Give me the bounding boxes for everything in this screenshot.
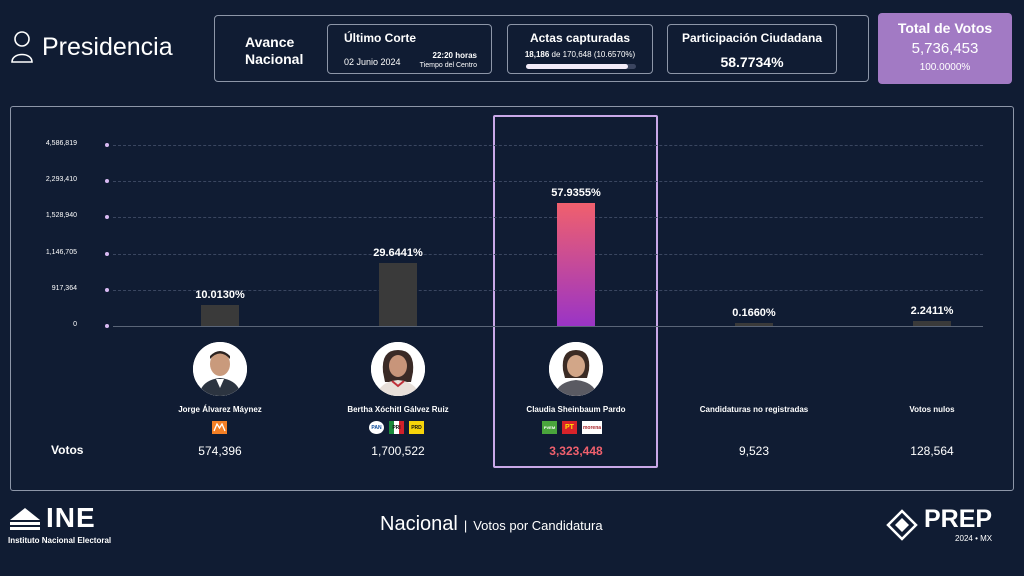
pvem-logo: PVEM <box>542 421 557 434</box>
candidate-votes: 574,396 <box>198 444 242 458</box>
candidate-name: Candidaturas no registradas <box>699 405 809 414</box>
footer-description: Votos por Candidatura <box>473 518 603 533</box>
participacion-value: 58.7734% <box>720 54 784 70</box>
page-header: Presidencia <box>10 30 173 64</box>
stats-bar: Avance Nacional Último Corte 02 Junio 20… <box>214 15 869 82</box>
y-tick-dot <box>105 143 109 147</box>
total-votos-value: 5,736,453 <box>911 40 979 57</box>
x-axis-baseline <box>113 326 983 327</box>
participacion-title: Participación Ciudadana <box>681 31 823 45</box>
user-icon <box>11 31 33 63</box>
y-tick-dot <box>105 252 109 256</box>
party-logos-xochitl: PAN PRI PRD <box>369 421 424 434</box>
candidate-votes: 9,523 <box>738 444 770 458</box>
bar-4[interactable] <box>735 323 773 326</box>
y-tick-label: 1,528,940 <box>45 212 77 219</box>
ine-subtitle: Instituto Nacional Electoral <box>8 536 112 545</box>
y-tick-dot <box>105 288 109 292</box>
y-tick-dot <box>105 324 109 328</box>
candidate-name: Votos nulos <box>909 405 955 414</box>
bar-3[interactable] <box>557 203 595 326</box>
candidate-votes-winner: 3,323,448 <box>549 444 603 458</box>
mc-logo: MC <box>212 421 227 434</box>
total-votos-box: Total de Votos 5,736,453 100.0000% <box>878 13 1012 84</box>
actas-captured: 18,186 <box>524 50 550 59</box>
y-tick-label: 917,364 <box>51 285 77 292</box>
footer-region: Nacional <box>380 513 458 535</box>
actas-pct: (10.6570%) <box>593 50 636 59</box>
person-icon <box>193 342 247 396</box>
ine-logo: INE Instituto Nacional Electoral <box>8 502 112 546</box>
avatar-claudia <box>549 342 603 396</box>
candidate-votes: 128,564 <box>910 444 954 458</box>
candidate-name: Jorge Álvarez Máynez <box>178 405 262 414</box>
bar-percent-label: 57.9355% <box>551 187 601 199</box>
footer-separator: | <box>463 518 468 533</box>
y-tick-label: 1,146,705 <box>45 249 77 256</box>
total-votos-title: Total de Votos <box>897 20 993 36</box>
y-tick-label: 4,586,819 <box>45 140 77 147</box>
ultimo-corte-title: Último Corte <box>344 31 416 45</box>
y-tick-dot <box>105 179 109 183</box>
participacion-box: Participación Ciudadana 58.7734% <box>667 24 837 74</box>
candidate-name: Bertha Xóchitl Gálvez Ruiz <box>347 405 449 414</box>
bar-1[interactable] <box>201 305 239 326</box>
bar-percent-label: 29.6441% <box>373 247 423 259</box>
bar-5[interactable] <box>913 321 951 326</box>
gridline <box>113 217 983 218</box>
actas-capturadas-box: Actas capturadas 18,186 de 170,648 (10.6… <box>507 24 653 74</box>
bar-percent-label: 10.0130% <box>195 289 245 301</box>
corte-timezone: Tiempo del Centro <box>419 62 477 69</box>
avatar-maynez <box>193 342 247 396</box>
y-tick-label: 0 <box>73 321 77 328</box>
votos-row-label: Votos <box>51 443 84 457</box>
y-tick-dot <box>105 215 109 219</box>
pri-logo: PRI <box>389 421 404 434</box>
person-icon <box>549 342 603 396</box>
avance-nacional-label: Avance Nacional <box>245 34 304 67</box>
pan-logo: PAN <box>369 421 384 434</box>
corte-date: 02 Junio 2024 <box>344 57 401 67</box>
actas-count: 18,186 de 170,648 (10.6570%) <box>508 50 652 59</box>
corte-time: 22:20 horas <box>432 51 477 60</box>
actas-title: Actas capturadas <box>529 31 631 45</box>
gridline <box>113 181 983 182</box>
bar-percent-label: 0.1660% <box>732 307 776 319</box>
pt-logo: PT <box>562 421 577 434</box>
party-logos-maynez: MC <box>212 421 227 434</box>
prep-wordmark: PREP <box>924 505 993 533</box>
prd-logo: PRD <box>409 421 424 434</box>
prep-subtitle: 2024 • MX <box>955 534 993 543</box>
avatar-xochitl <box>371 342 425 396</box>
bar-percent-label: 2.2411% <box>910 305 954 317</box>
prep-emblem-icon <box>886 508 918 541</box>
gridline <box>113 290 983 291</box>
gridline <box>113 254 983 255</box>
actas-progress-bar <box>526 64 636 69</box>
party-logos-claudia: PVEM PT morena <box>542 421 602 434</box>
gridline <box>113 145 983 146</box>
ine-wordmark: INE <box>46 502 96 533</box>
page-title: Presidencia <box>42 32 173 61</box>
prep-logo: PREP 2024 • MX <box>886 506 992 543</box>
winner-highlight-frame <box>493 115 658 468</box>
ine-emblem-icon <box>10 508 40 530</box>
actas-total: de 170,648 <box>551 50 592 59</box>
footer-caption: Nacional | Votos por Candidatura <box>380 513 603 536</box>
actas-progress-fill <box>526 64 629 69</box>
y-tick-label: 2,293,410 <box>45 176 77 183</box>
ultimo-corte-box: Último Corte 02 Junio 2024 22:20 horas T… <box>327 24 492 74</box>
chart-panel: Jorge Álvarez Máynez Bertha Xóchitl Gálv… <box>10 106 1014 491</box>
candidate-votes: 1,700,522 <box>371 444 425 458</box>
total-votos-pct: 100.0000% <box>919 62 971 73</box>
morena-logo: morena <box>582 421 602 434</box>
person-icon <box>371 342 425 396</box>
bar-2[interactable] <box>379 263 417 326</box>
candidate-name: Claudia Sheinbaum Pardo <box>526 405 626 414</box>
